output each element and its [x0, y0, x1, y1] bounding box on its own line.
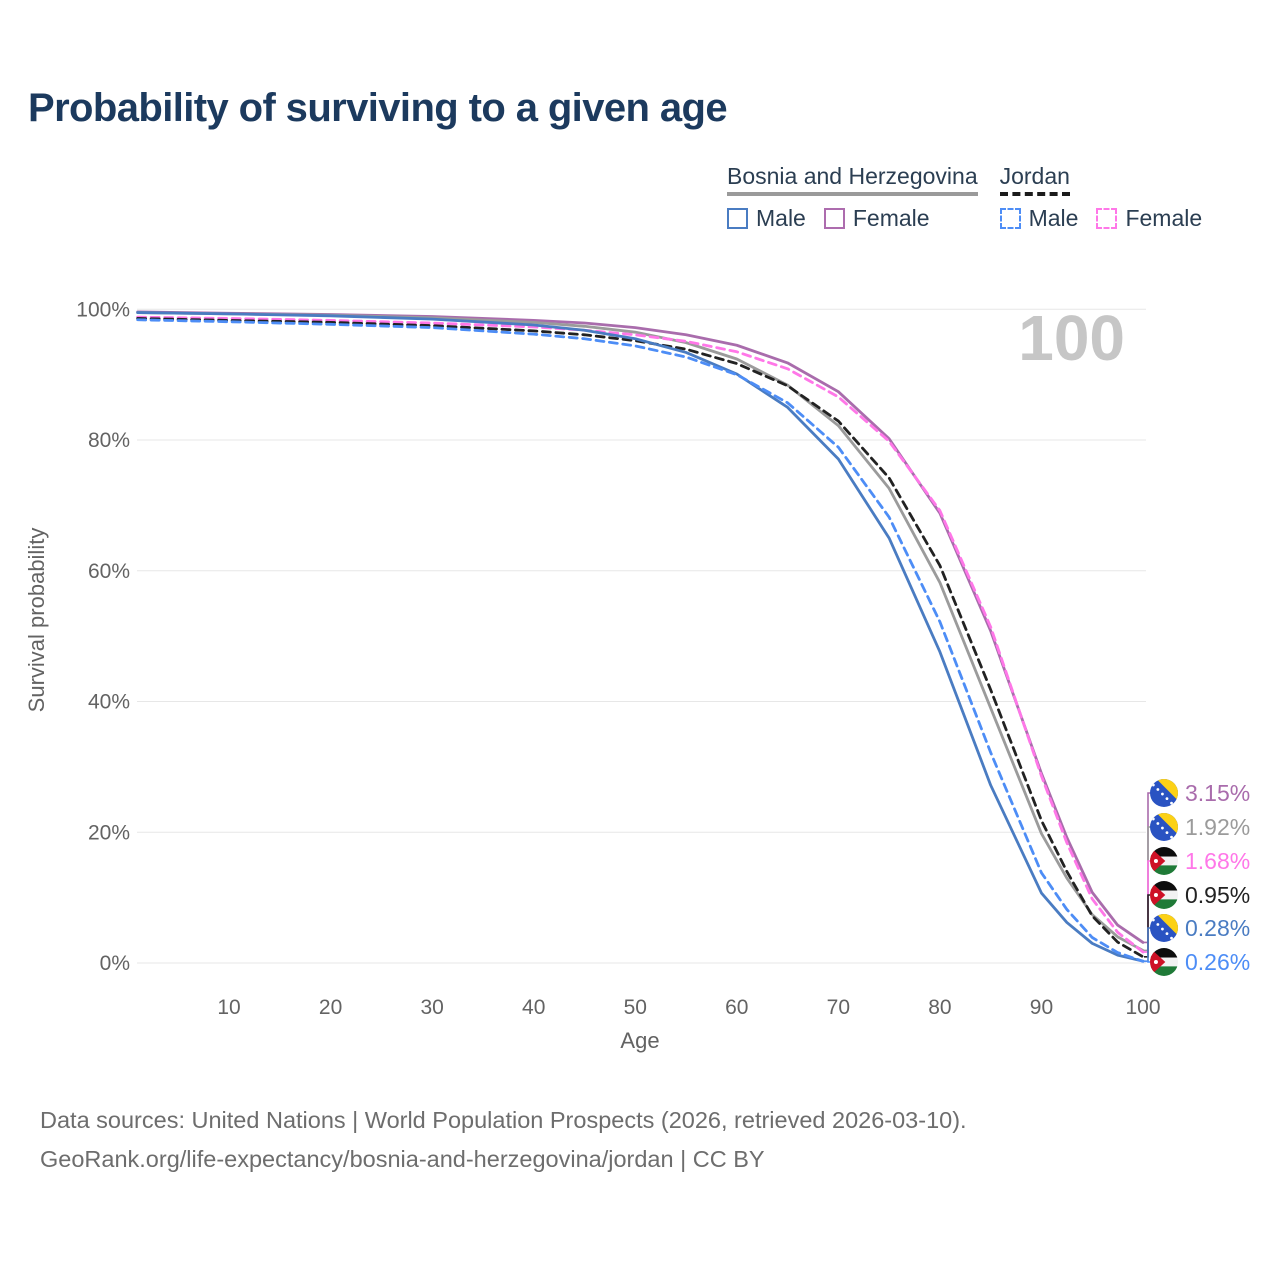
jordan-flag-icon [1150, 948, 1178, 976]
legend-item-bosnia-female[interactable]: Female [823, 205, 930, 232]
legend-item-label: Female [852, 205, 930, 231]
footer-sources: Data sources: United Nations | World Pop… [40, 1107, 967, 1133]
y-tick-100: 100% [76, 298, 130, 321]
curve-jordan-male[interactable] [136, 318, 1145, 963]
x-tick-20: 20 [319, 996, 342, 1019]
legend-items-jordan: Male Female [999, 205, 1202, 232]
x-tick-40: 40 [522, 996, 545, 1019]
legend-item-jordan-female[interactable]: Female [1096, 205, 1202, 232]
curve-bosnia-male[interactable] [136, 311, 1145, 963]
end-label-value: 1.92% [1185, 813, 1251, 840]
end-label-bosnia-total[interactable]: 1.92% [1150, 813, 1250, 841]
x-tick-50: 50 [624, 996, 647, 1019]
y-tick-0: 0% [100, 952, 130, 975]
jordan-flag-icon [1150, 847, 1178, 875]
bosnia-male-swatch [727, 208, 748, 229]
legend-item-bosnia-male[interactable]: Male [727, 205, 806, 232]
y-tick-80: 80% [88, 429, 130, 452]
end-label-value: 0.28% [1185, 914, 1251, 941]
footer-url[interactable]: GeoRank.org/life-expectancy/bosnia-and-h… [40, 1146, 765, 1172]
jordan-female-swatch [1096, 208, 1118, 229]
legend: Bosnia and Herzegovina Male Female Jorda… [727, 163, 1202, 232]
y-axis-title: Survival probability [24, 528, 49, 713]
legend-country-bosnia[interactable]: Bosnia and Herzegovina [727, 163, 978, 196]
x-tick-60: 60 [725, 996, 748, 1019]
x-tick-10: 10 [217, 996, 240, 1019]
bosnia-flag-icon [1150, 813, 1178, 841]
end-label-bosnia-male[interactable]: 0.28% [1150, 914, 1250, 942]
end-label-value: 0.26% [1185, 948, 1251, 975]
footer: Data sources: United Nations | World Pop… [40, 1101, 967, 1179]
end-label-jordan-male[interactable]: 0.26% [1150, 948, 1250, 976]
hover-age-watermark: 100 [1018, 302, 1125, 374]
x-tick-70: 70 [827, 996, 850, 1019]
bosnia-flag-icon [1150, 914, 1178, 942]
bosnia-flag-icon [1150, 779, 1178, 807]
jordan-male-swatch [999, 208, 1021, 229]
y-tick-40: 40% [88, 691, 130, 714]
end-label-bosnia-female[interactable]: 3.15% [1150, 779, 1250, 807]
legend-item-label: Male [1028, 205, 1079, 231]
y-tick-20: 20% [88, 821, 130, 844]
legend-country-jordan[interactable]: Jordan [999, 163, 1070, 196]
legend-group-bosnia: Bosnia and Herzegovina Male Female [727, 163, 978, 232]
curve-jordan-total[interactable] [136, 317, 1145, 959]
bosnia-female-swatch [823, 208, 845, 229]
x-tick-100: 100 [1125, 996, 1160, 1019]
end-label-value: 3.15% [1185, 779, 1251, 806]
end-label-jordan-total[interactable]: 0.95% [1150, 881, 1250, 909]
x-tick-30: 30 [420, 996, 443, 1019]
curve-jordan-female[interactable] [136, 315, 1145, 954]
end-label-value: 1.68% [1185, 847, 1251, 874]
legend-group-jordan: Jordan Male Female [999, 163, 1202, 232]
legend-item-label: Female [1125, 205, 1203, 231]
legend-item-jordan-male[interactable]: Male [999, 205, 1079, 232]
y-tick-60: 60% [88, 560, 130, 583]
legend-item-label: Male [756, 205, 806, 231]
x-axis-title: Age [620, 1028, 659, 1053]
jordan-flag-icon [1150, 881, 1178, 909]
chart-title: Probability of surviving to a given age [28, 86, 728, 130]
x-tick-80: 80 [928, 996, 951, 1019]
end-label-value: 0.95% [1185, 881, 1251, 908]
x-tick-90: 90 [1030, 996, 1053, 1019]
end-label-jordan-female[interactable]: 1.68% [1150, 847, 1250, 875]
legend-items-bosnia: Male Female [727, 205, 978, 232]
